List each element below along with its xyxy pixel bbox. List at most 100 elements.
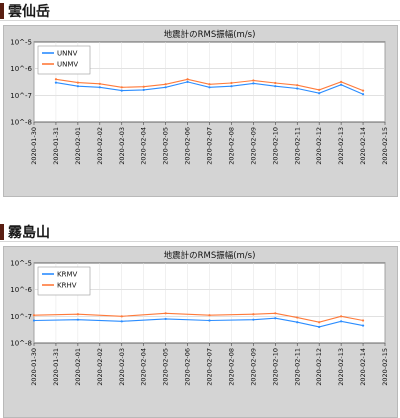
x-tick-label: 2020-02-02 xyxy=(96,127,104,165)
data-point xyxy=(274,312,277,315)
data-point xyxy=(274,81,277,85)
data-point xyxy=(32,319,36,322)
x-tick-label: 2020-02-08 xyxy=(227,348,235,386)
y-tick-label: 10^-5 xyxy=(10,39,32,47)
y-tick-label: 10^-5 xyxy=(10,260,32,268)
data-point xyxy=(208,314,211,317)
x-tick-label: 2020-01-31 xyxy=(52,348,60,386)
x-tick-label: 2020-02-14 xyxy=(359,127,367,165)
legend: UNNV UNMV xyxy=(37,45,91,75)
data-point xyxy=(32,314,36,317)
data-point xyxy=(318,321,321,324)
x-tick-label: 2020-02-06 xyxy=(184,127,192,165)
x-tick-label: 2020-02-06 xyxy=(184,348,192,386)
x-tick-label: 2020-02-04 xyxy=(140,127,148,165)
x-tick-label: 2020-02-05 xyxy=(162,127,170,165)
section-divider xyxy=(0,20,400,21)
section-marker xyxy=(0,3,4,19)
x-tick-label: 2020-02-07 xyxy=(206,348,214,386)
x-tick-label: 2020-02-08 xyxy=(227,127,235,165)
data-point xyxy=(252,318,255,321)
x-tick-label: 2020-02-11 xyxy=(293,127,301,165)
legend-box xyxy=(37,266,91,296)
y-tick-label: 10^-7 xyxy=(10,313,32,321)
data-point xyxy=(252,82,255,85)
x-tick-label: 2020-02-02 xyxy=(96,348,104,386)
x-tick-label: 2020-02-03 xyxy=(118,348,126,386)
data-point xyxy=(120,315,123,318)
x-tick-label: 2020-02-04 xyxy=(140,348,148,386)
rms-chart-kirishima: 地震計のRMS振幅(m/s)10^-510^-610^-710^-82020-0… xyxy=(10,250,389,386)
data-point xyxy=(296,321,299,324)
chart-title: 地震計のRMS振幅(m/s) xyxy=(164,29,256,40)
data-point xyxy=(230,81,233,85)
data-point xyxy=(76,85,79,88)
data-point xyxy=(208,319,211,322)
x-tick-label: 2020-02-10 xyxy=(271,348,279,386)
y-tick-label: 10^-8 xyxy=(10,119,32,127)
section-marker xyxy=(0,224,4,240)
x-tick-label: 2020-02-12 xyxy=(315,127,323,165)
section-header-kirishima: 霧島山 xyxy=(0,223,50,241)
data-point xyxy=(164,317,167,321)
data-point xyxy=(296,87,299,90)
data-point xyxy=(208,83,211,86)
data-point xyxy=(76,313,79,316)
y-tick-label: 10^-7 xyxy=(10,92,32,100)
data-point xyxy=(76,81,79,84)
data-point xyxy=(361,324,365,327)
x-tick-label: 2020-01-30 xyxy=(30,348,38,386)
data-point xyxy=(318,92,321,95)
chart-panel-unzen: 地震計のRMS振幅(m/s) 10^-5 10^-6 10^-7 10^-8 2020-0… xyxy=(3,25,398,197)
x-tick-label: 2020-02-11 xyxy=(293,348,301,386)
data-point xyxy=(98,82,101,85)
data-point xyxy=(164,83,167,86)
legend: KRMV KRHV xyxy=(37,266,91,296)
section-title: 霧島山 xyxy=(8,225,50,241)
data-point xyxy=(142,88,145,91)
data-point xyxy=(120,86,123,89)
legend-label: UNNV xyxy=(57,50,78,58)
chart-panel-kirishima: 地震計のRMS振幅(m/s) 10^-5 10^-6 10^-7 10^-8 2020-0… xyxy=(3,246,398,418)
x-tick-label: 2020-02-07 xyxy=(206,127,214,165)
x-tick-label: 2020-02-14 xyxy=(359,348,367,386)
data-point xyxy=(164,86,167,89)
x-tick-label: 2020-01-30 xyxy=(30,127,38,165)
data-point xyxy=(274,85,277,88)
x-tick-label: 2020-02-15 xyxy=(381,127,389,165)
data-point xyxy=(230,85,233,88)
x-tick-label: 2020-02-12 xyxy=(315,348,323,386)
data-point xyxy=(54,81,58,84)
x-tick-label: 2020-02-13 xyxy=(337,348,345,386)
rms-chart-unzen: 地震計のRMS振幅(m/s)10^-510^-610^-710^-82020-0… xyxy=(10,29,389,165)
data-point xyxy=(252,313,255,316)
data-point xyxy=(76,318,79,321)
x-tick-label: 2020-02-01 xyxy=(74,127,82,165)
y-tick-label: 10^-6 xyxy=(10,65,32,73)
section-header-unzen: 雲仙岳 xyxy=(0,2,50,20)
data-point xyxy=(186,78,189,81)
data-point xyxy=(120,89,123,92)
data-point xyxy=(318,325,321,329)
data-point xyxy=(54,78,58,81)
data-point xyxy=(208,86,211,89)
y-tick-label: 10^-8 xyxy=(10,340,32,348)
x-tick-label: 2020-02-09 xyxy=(249,127,257,165)
y-tick-label: 10^-6 xyxy=(10,286,32,294)
legend-box xyxy=(37,45,91,75)
chart-title: 地震計のRMS振幅(m/s) xyxy=(164,250,256,261)
legend-label: KRHV xyxy=(57,282,77,290)
data-point xyxy=(361,93,365,96)
x-tick-label: 2020-02-01 xyxy=(74,348,82,386)
x-tick-label: 2020-02-10 xyxy=(271,127,279,165)
legend-label: UNMV xyxy=(57,61,78,69)
x-tick-label: 2020-01-31 xyxy=(52,127,60,165)
data-point xyxy=(98,86,101,89)
section-divider xyxy=(0,241,400,242)
x-tick-label: 2020-02-09 xyxy=(249,348,257,386)
data-point xyxy=(361,319,365,322)
data-point xyxy=(340,320,343,323)
section-title: 雲仙岳 xyxy=(8,4,50,20)
data-point xyxy=(274,317,277,320)
data-point xyxy=(296,84,299,87)
